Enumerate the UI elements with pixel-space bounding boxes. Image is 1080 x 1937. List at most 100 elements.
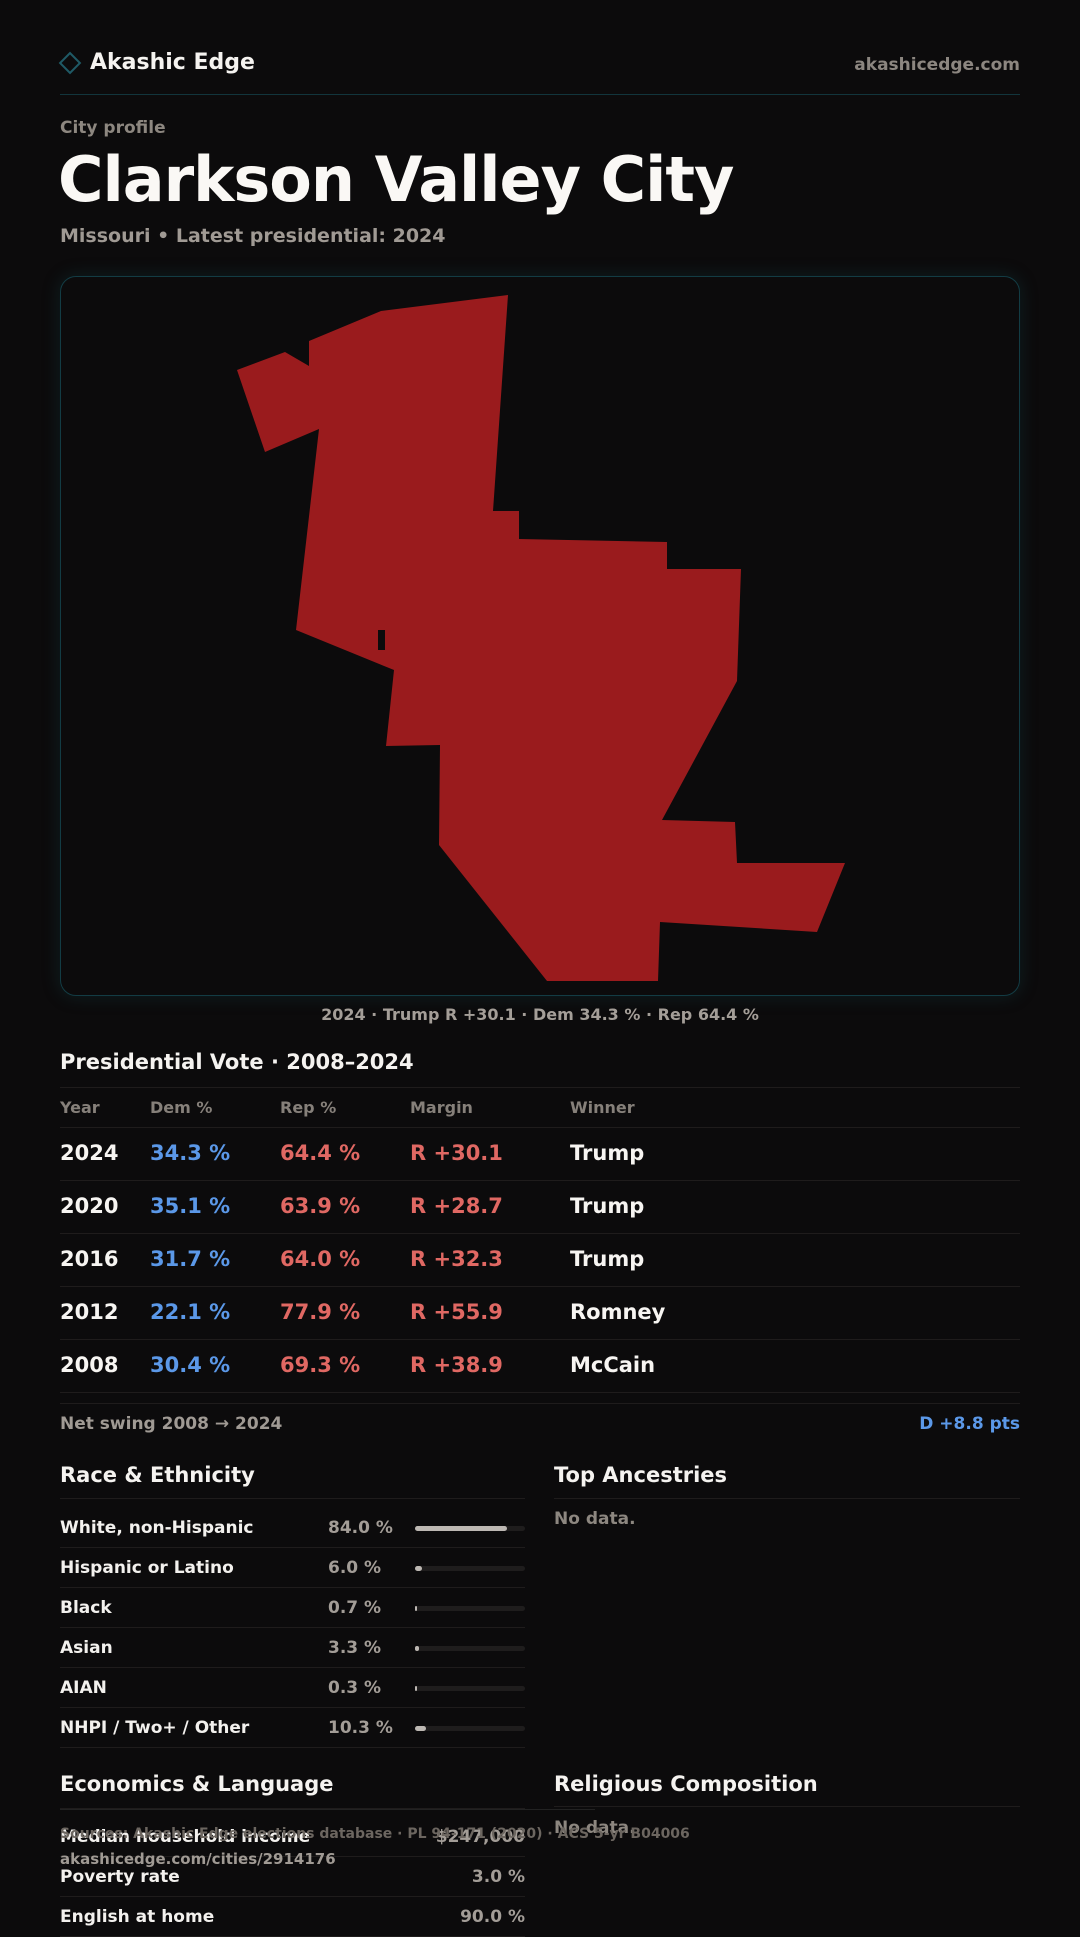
divider — [60, 1808, 525, 1809]
divider — [60, 1087, 1020, 1088]
margin-cell: R +38.9 — [410, 1353, 503, 1377]
margin-cell: R +32.3 — [410, 1247, 503, 1271]
list-item: White, non-Hispanic 84.0 % — [60, 1507, 525, 1548]
race-bar-fill — [415, 1686, 418, 1691]
footer-url[interactable]: akashicedge.com/cities/2914176 — [60, 1850, 336, 1868]
list-item: Asian 3.3 % — [60, 1627, 525, 1668]
religion-empty-text: No data. — [554, 1818, 636, 1838]
rep-cell: 77.9 % — [280, 1300, 361, 1324]
city-boundary-map[interactable] — [60, 276, 1020, 996]
table-row: 2012 22.1 % 77.9 % R +55.9 Romney — [60, 1286, 1020, 1339]
year-cell: 2012 — [60, 1300, 119, 1324]
race-percent: 10.3 % — [328, 1718, 393, 1738]
race-bar-track — [415, 1646, 525, 1651]
margin-cell: R +30.1 — [410, 1141, 503, 1165]
divider — [60, 1498, 525, 1499]
brand-name: Akashic Edge — [90, 50, 255, 75]
race-bar-track — [415, 1526, 525, 1531]
econ-label: Median household income — [60, 1827, 311, 1847]
race-label: White, non-Hispanic — [60, 1518, 254, 1538]
dem-cell: 30.4 % — [150, 1353, 231, 1377]
race-bar-track — [415, 1606, 525, 1611]
winner-cell: Trump — [570, 1141, 645, 1165]
table-row: 2016 31.7 % 64.0 % R +32.3 Trump — [60, 1233, 1020, 1286]
divider — [60, 1392, 1020, 1393]
col-rep: Rep % — [280, 1098, 337, 1117]
winner-cell: Trump — [570, 1194, 645, 1218]
footer-divider — [60, 1809, 595, 1810]
diamond-logo-icon — [58, 51, 82, 74]
race-bar-fill — [415, 1606, 418, 1611]
dem-cell: 22.1 % — [150, 1300, 231, 1324]
econ-value: 3.0 % — [471, 1867, 525, 1887]
race-bar-fill — [415, 1526, 508, 1531]
econ-value: $247,000 — [435, 1827, 525, 1847]
race-bar-track — [415, 1566, 525, 1571]
race-percent: 84.0 % — [328, 1518, 393, 1538]
race-label: Asian — [60, 1638, 113, 1658]
page-title: Clarkson Valley City — [58, 143, 734, 216]
race-percent: 0.3 % — [328, 1678, 382, 1698]
city-boundary-shape — [237, 295, 845, 981]
page-subtitle: Missouri • Latest presidential: 2024 — [60, 225, 446, 247]
list-item: English at home 90.0 % — [60, 1896, 525, 1937]
margin-cell: R +55.9 — [410, 1300, 503, 1324]
econ-label: Poverty rate — [60, 1867, 180, 1887]
year-cell: 2008 — [60, 1353, 119, 1377]
rep-cell: 64.4 % — [280, 1141, 361, 1165]
map-canvas — [237, 295, 845, 981]
col-year: Year — [60, 1098, 100, 1117]
winner-cell: Romney — [570, 1300, 666, 1324]
race-percent: 6.0 % — [328, 1558, 382, 1578]
ancestries-section-title: Top Ancestries — [554, 1463, 728, 1487]
brand[interactable]: Akashic Edge — [58, 50, 255, 75]
list-item: NHPI / Two+ / Other 10.3 % — [60, 1707, 525, 1748]
dem-cell: 34.3 % — [150, 1141, 231, 1165]
list-item: Hispanic or Latino 6.0 % — [60, 1547, 525, 1588]
table-row: 2020 35.1 % 63.9 % R +28.7 Trump — [60, 1180, 1020, 1233]
race-bar-fill — [415, 1646, 419, 1651]
race-label: Black — [60, 1598, 112, 1618]
col-margin: Margin — [410, 1098, 473, 1117]
race-percent: 0.7 % — [328, 1598, 382, 1618]
site-link[interactable]: akashicedge.com — [854, 55, 1020, 75]
econ-value: 90.0 % — [460, 1907, 525, 1927]
vote-table-header: Year Dem % Rep % Margin Winner — [60, 1098, 1020, 1128]
rep-cell: 64.0 % — [280, 1247, 361, 1271]
economics-section-title: Economics & Language — [60, 1772, 334, 1796]
dem-cell: 31.7 % — [150, 1247, 231, 1271]
col-winner: Winner — [570, 1098, 635, 1117]
ancestries-empty-text: No data. — [554, 1509, 636, 1529]
rep-cell: 63.9 % — [280, 1194, 361, 1218]
race-label: NHPI / Two+ / Other — [60, 1718, 250, 1738]
divider — [554, 1806, 1020, 1807]
winner-cell: Trump — [570, 1247, 645, 1271]
list-item: Median household income $247,000 — [60, 1816, 525, 1857]
net-swing-label: Net swing 2008 → 2024 — [60, 1414, 283, 1434]
vote-section-title: Presidential Vote · 2008–2024 — [60, 1050, 414, 1074]
dem-cell: 35.1 % — [150, 1194, 231, 1218]
list-item: Black 0.7 % — [60, 1587, 525, 1628]
page-eyebrow: City profile — [60, 118, 166, 138]
site-header: Akashic Edge akashicedge.com — [58, 44, 1020, 95]
table-row: 2008 30.4 % 69.3 % R +38.9 McCain — [60, 1339, 1020, 1392]
list-item: AIAN 0.3 % — [60, 1667, 525, 1708]
table-row: 2024 34.3 % 64.4 % R +30.1 Trump — [60, 1127, 1020, 1180]
race-label: AIAN — [60, 1678, 107, 1698]
col-dem: Dem % — [150, 1098, 213, 1117]
econ-label: English at home — [60, 1907, 215, 1927]
year-cell: 2016 — [60, 1247, 119, 1271]
year-cell: 2020 — [60, 1194, 119, 1218]
race-bar-track — [415, 1726, 525, 1731]
net-swing-value: D +8.8 pts — [919, 1414, 1020, 1434]
map-caption: 2024 · Trump R +30.1 · Dem 34.3 % · Rep … — [321, 1005, 759, 1024]
divider — [554, 1498, 1020, 1499]
list-item: Poverty rate 3.0 % — [60, 1856, 525, 1897]
religion-section-title: Religious Composition — [554, 1772, 818, 1796]
winner-cell: McCain — [570, 1353, 656, 1377]
year-cell: 2024 — [60, 1141, 119, 1165]
race-bar-track — [415, 1686, 525, 1691]
footer-sources: Sources: Akashic Edge elections database… — [60, 1826, 690, 1842]
divider — [60, 1403, 1020, 1404]
race-percent: 3.3 % — [328, 1638, 382, 1658]
